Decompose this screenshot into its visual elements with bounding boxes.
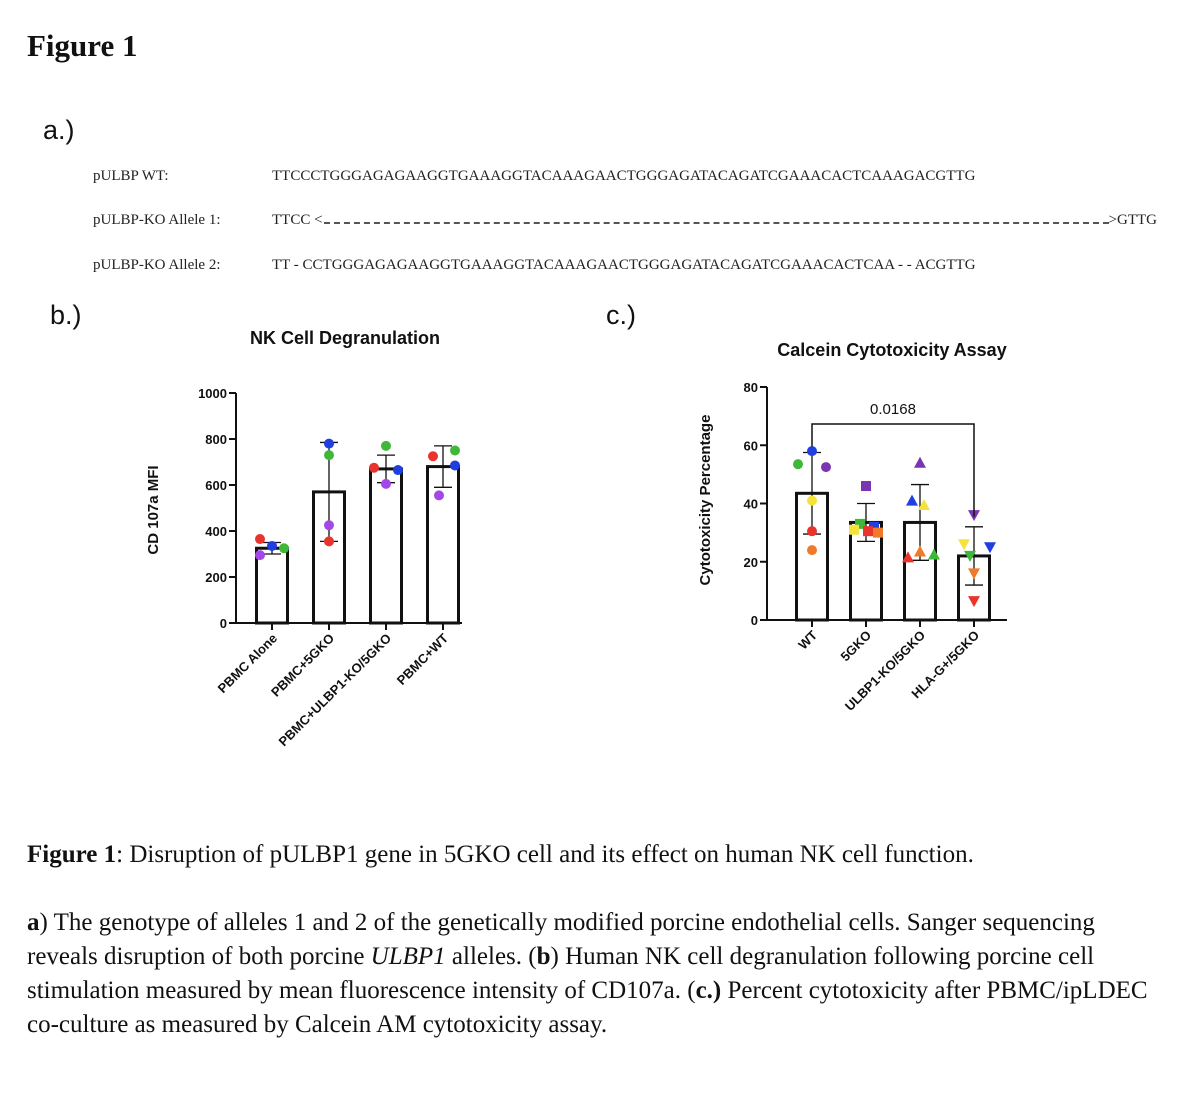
data-point [279,543,289,554]
data-point [861,481,871,492]
data-point [369,462,379,473]
data-point [958,539,970,551]
caption-b-text: ) Human NK cell degranulation following … [27,943,1095,1004]
data-point [807,495,817,506]
data-point [807,545,817,556]
y-tick-label: 1000 [198,386,227,401]
sequence-allele-2: TT - CCTGGGAGAGAAGGTGAAAGGTACAAAGAACTGGG… [272,257,976,273]
y-axis-label: CD 107a MFI [145,465,162,554]
data-point [428,451,438,462]
data-point [807,526,817,537]
x-tick-label: WT [795,627,820,652]
data-point [968,568,980,580]
data-point [381,440,391,451]
y-tick-label: 60 [744,438,758,453]
sequence-allele-1-end: >GTTG [1108,212,1157,228]
data-point [873,527,883,538]
data-point [902,551,914,563]
significance-label: 0.0168 [870,401,916,418]
data-point [267,540,277,551]
x-tick-label: 5GKO [837,628,874,665]
data-point [863,526,873,537]
data-point [821,462,831,473]
data-point [324,450,334,461]
sequence-label-allele-2: pULBP-KO Allele 2: [93,257,221,273]
chart-title: NK Cell Degranulation [250,328,440,348]
figure-title: Figure 1 [27,28,138,63]
y-tick-label: 40 [744,497,758,512]
y-tick-label: 0 [220,616,227,631]
caption-body: a) The genotype of alleles 1 and 2 of th… [27,906,1167,1042]
panel-label-a: a.) [43,115,75,145]
caption-lead-bold: Figure 1 [27,841,117,868]
caption-a-italic: ULBP1 [370,943,446,970]
data-point [381,478,391,489]
chart-title: Calcein Cytotoxicity Assay [777,340,1006,360]
figure-caption: Figure 1: Disruption of pULBP1 gene in 5… [27,838,1167,1042]
data-point [849,524,859,535]
y-tick-label: 600 [205,478,227,493]
bar [369,467,403,625]
caption-c-text: Percent cytotoxicity after PBMC/ipLDEC c… [27,977,1148,1038]
sequence-allele-1: TTCC < >GTTG [272,212,1157,280]
caption-a-text-1: ) The genotype of alleles 1 and 2 of the… [27,909,1095,970]
data-point [324,438,334,449]
deletion-dashes [324,222,1109,224]
data-point [434,490,444,501]
data-point [928,548,940,560]
data-point [450,460,460,471]
caption-lead: Figure 1: Disruption of pULBP1 gene in 5… [27,838,1167,872]
data-point [807,446,817,457]
data-point [906,494,918,506]
y-axis-label: Cytotoxicity Percentage [697,415,714,586]
caption-b-bold: b [536,943,551,970]
y-tick-label: 200 [205,570,227,585]
data-point [855,518,865,529]
data-point [869,521,879,532]
y-tick-label: 800 [205,432,227,447]
data-point [324,520,334,531]
caption-a-text-2: alleles. ( [445,943,537,970]
sequence-label-wt: pULBP WT: [93,168,169,184]
data-point [918,498,930,510]
data-point [255,550,265,561]
data-point [984,542,996,554]
data-point [964,550,976,562]
data-point [450,445,460,456]
data-point [914,545,926,557]
sequence-allele-1-start: TTCC < [272,212,323,228]
data-point [968,596,980,608]
caption-a-bold: a [27,909,40,936]
sequence-wt: TTCCCTGGGAGAGAAGGTGAAAGGTACAAAGAACTGGGAG… [272,168,976,184]
data-point [393,465,403,476]
sequence-label-allele-1: pULBP-KO Allele 1: [93,212,221,228]
data-point [914,456,926,468]
y-tick-label: 0 [751,613,758,628]
data-point [255,534,265,545]
y-tick-label: 80 [744,380,758,395]
nk-degranulation-chart: NK Cell Degranulation CD 107a MFI 0 200 400 6… [145,328,462,749]
caption-lead-text: : Disruption of pULBP1 gene in 5GKO cell… [116,841,974,868]
y-tick-label: 400 [205,524,227,539]
panel-label-c: c.) [606,300,636,330]
significance-bracket [811,423,975,517]
data-point [324,536,334,547]
y-tick-label: 20 [744,555,758,570]
caption-c-bold: c.) [695,977,722,1004]
panel-label-b: b.) [50,300,82,330]
calcein-cytotoxicity-chart: Calcein Cytotoxicity Assay Cytotoxicity P… [697,340,1007,714]
data-point [793,459,803,470]
